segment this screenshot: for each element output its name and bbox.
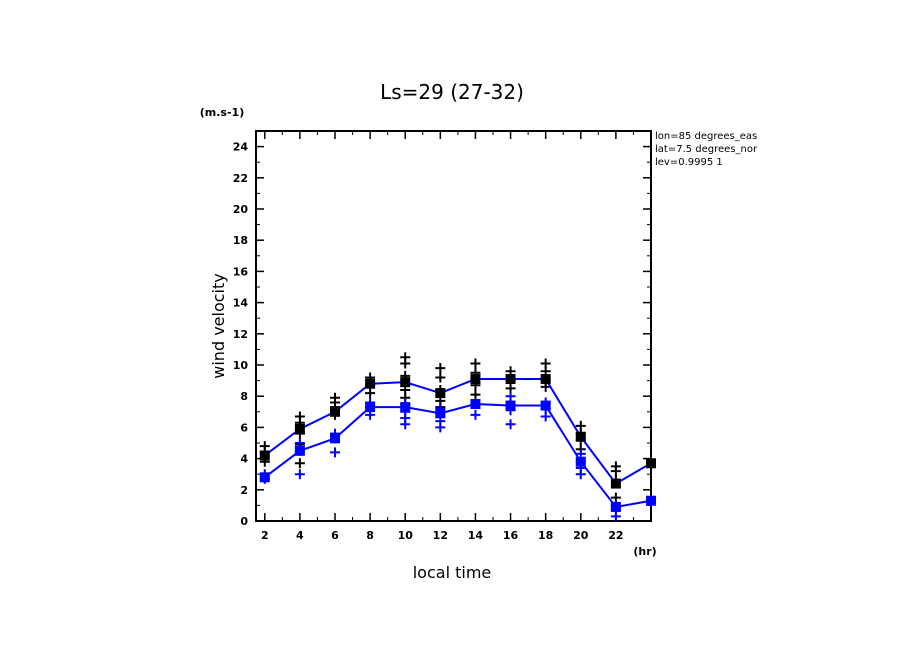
- scatter-point: [505, 391, 516, 402]
- series-line: [264, 402, 652, 509]
- x-tick-label: 16: [503, 529, 519, 542]
- scatter-point: [610, 461, 621, 472]
- y-tick-label: 0: [240, 515, 248, 528]
- mean-marker: [330, 406, 340, 417]
- y-axis-label: wind velocity: [209, 273, 228, 378]
- y-tick-label: 12: [233, 328, 248, 341]
- y-tick-label: 18: [233, 234, 248, 247]
- x-units-label: (hr): [633, 545, 656, 558]
- scatter-point: [330, 447, 340, 458]
- scatter-point: [259, 441, 270, 452]
- mean-marker: [505, 400, 516, 411]
- scatter-point: [505, 419, 516, 430]
- series-line: [264, 378, 652, 485]
- mean-marker: [330, 433, 340, 444]
- mean-marker: [400, 377, 411, 388]
- mean-marker: [646, 495, 656, 506]
- scatter-point: [470, 389, 481, 400]
- y-tick-label: 10: [233, 359, 249, 372]
- scatter-point: [294, 458, 305, 469]
- scatter-point: [470, 358, 481, 369]
- mean-marker: [575, 431, 586, 442]
- mean-marker: [470, 399, 481, 409]
- scatter-point: [435, 363, 446, 374]
- y-tick-label: 16: [233, 265, 249, 278]
- mean-marker: [259, 472, 270, 483]
- scatter-point: [575, 420, 586, 431]
- x-tick-label: 8: [366, 529, 374, 542]
- mean-marker: [540, 400, 551, 411]
- mean-marker: [610, 478, 621, 489]
- mean-marker: [259, 450, 270, 461]
- y-tick-label: 14: [233, 297, 249, 310]
- mean-marker: [505, 374, 516, 385]
- mean-marker: [400, 402, 411, 413]
- scatter-point: [540, 358, 551, 369]
- y-tick-label: 2: [240, 484, 248, 497]
- annotation-lev: lev=0.9995 1: [655, 157, 723, 168]
- scatter-point: [330, 392, 340, 403]
- y-tick-label: 24: [233, 141, 249, 154]
- scatter-point: [294, 469, 305, 480]
- mean-marker: [575, 456, 586, 467]
- x-tick-label: 2: [261, 529, 269, 542]
- scatter-point: [400, 352, 411, 363]
- mean-marker: [435, 388, 446, 399]
- scatter-point: [470, 409, 481, 420]
- mean-marker: [435, 408, 446, 419]
- x-tick-label: 18: [538, 529, 553, 542]
- y-units-label: (m.s-1): [200, 106, 244, 119]
- scatter-point: [294, 411, 305, 422]
- mean-marker: [365, 402, 376, 413]
- x-tick-label: 4: [296, 529, 304, 542]
- mean-marker: [540, 374, 551, 385]
- mean-marker: [294, 423, 305, 434]
- mean-marker: [470, 374, 481, 385]
- y-tick-label: 4: [240, 453, 248, 466]
- plot-frame: [255, 130, 652, 522]
- mean-marker: [294, 445, 305, 456]
- mean-marker: [646, 458, 656, 469]
- y-tick-label: 6: [240, 421, 248, 434]
- x-tick-label: 22: [608, 529, 623, 542]
- annotation-lon: lon=85 degrees_eas: [655, 131, 757, 142]
- scatter-point: [435, 372, 446, 383]
- x-axis-label: local time: [413, 563, 492, 582]
- x-tick-label: 6: [331, 529, 339, 542]
- mean-marker: [610, 501, 621, 512]
- x-tick-label: 10: [398, 529, 414, 542]
- chart-title: Ls=29 (27-32): [380, 80, 524, 104]
- annotation-lat: lat=7.5 degrees_nor: [655, 144, 758, 155]
- y-tick-label: 8: [240, 390, 248, 403]
- x-tick-label: 20: [573, 529, 589, 542]
- x-tick-label: 12: [433, 529, 448, 542]
- y-tick-label: 22: [233, 172, 248, 185]
- x-tick-label: 14: [468, 529, 484, 542]
- mean-marker: [365, 378, 376, 389]
- y-tick-label: 20: [233, 203, 249, 216]
